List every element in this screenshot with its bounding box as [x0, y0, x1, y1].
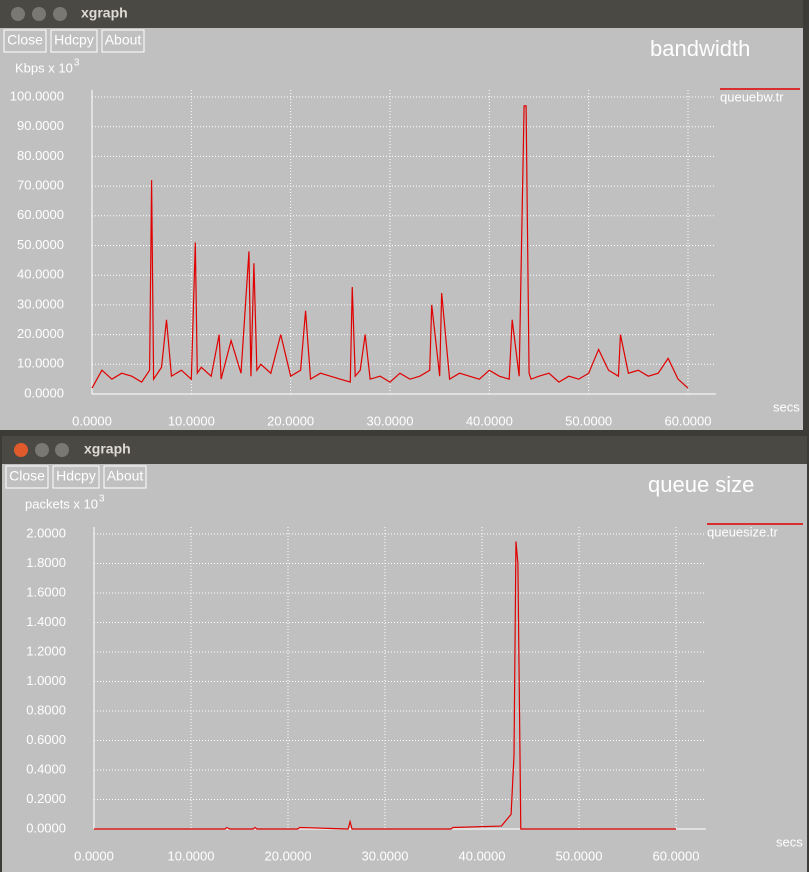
- button-label[interactable]: About: [107, 468, 144, 484]
- minimize-icon[interactable]: [35, 443, 49, 457]
- y-tick-label: 1.0000: [26, 673, 66, 688]
- y-tick-label: 1.4000: [26, 614, 66, 629]
- x-tick-label: 10.0000: [168, 413, 215, 428]
- x-tick-label: 60.0000: [665, 413, 712, 428]
- button-label[interactable]: Hdcpy: [54, 32, 94, 48]
- x-tick-label: 60.0000: [653, 848, 700, 863]
- chart-title: bandwidth: [650, 36, 750, 61]
- x-tick-label: 30.0000: [362, 848, 409, 863]
- chart-title: queue size: [648, 472, 754, 497]
- button-label[interactable]: Hdcpy: [56, 468, 96, 484]
- close-icon[interactable]: [14, 443, 28, 457]
- y-tick-label: 1.6000: [26, 584, 66, 599]
- button[interactable]: Hdcpy: [52, 465, 100, 489]
- y-tick-label: 0.4000: [26, 761, 66, 776]
- x-tick-label: 50.0000: [565, 413, 612, 428]
- maximize-icon[interactable]: [55, 443, 69, 457]
- window-title: xgraph: [84, 441, 131, 457]
- data-line: [94, 541, 676, 830]
- minimize-icon[interactable]: [32, 7, 46, 21]
- y-tick-label: 0.2000: [26, 791, 66, 806]
- x-tick-label: 40.0000: [466, 413, 513, 428]
- y-axis-label: packets x 10: [25, 496, 98, 511]
- button[interactable]: Close: [3, 29, 47, 53]
- y-tick-label: 10.0000: [17, 356, 64, 371]
- window: xgraph Close Hdcpy About: [2, 436, 807, 872]
- window-body: [2, 464, 807, 872]
- y-tick-label: 60.0000: [17, 207, 64, 222]
- x-tick-label: 0.0000: [72, 413, 112, 428]
- y-tick-label: 40.0000: [17, 267, 64, 282]
- legend-label: queuesize.tr: [707, 524, 778, 539]
- y-tick-label: 0.0000: [24, 385, 64, 400]
- button[interactable]: About: [101, 29, 145, 53]
- window-body: [0, 28, 803, 430]
- title-bar: [0, 0, 803, 28]
- x-tick-label: 20.0000: [265, 848, 312, 863]
- y-tick-label: 80.0000: [17, 148, 64, 163]
- x-tick-label: 40.0000: [459, 848, 506, 863]
- x-tick-label: 20.0000: [267, 413, 314, 428]
- y-tick-label: 20.0000: [17, 326, 64, 341]
- y-tick-label: 1.8000: [26, 555, 66, 570]
- y-axis-label: Kbps x 10: [15, 60, 73, 75]
- button-label[interactable]: About: [105, 32, 142, 48]
- x-tick-label: 30.0000: [367, 413, 414, 428]
- y-tick-label: 1.2000: [26, 643, 66, 658]
- x-tick-label: 0.0000: [74, 848, 114, 863]
- y-tick-label: 0.6000: [26, 732, 66, 747]
- y-tick-label: 0.0000: [26, 820, 66, 835]
- y-axis-label-exponent: 3: [74, 58, 80, 69]
- y-tick-label: 100.0000: [10, 88, 64, 103]
- y-tick-label: 50.0000: [17, 237, 64, 252]
- y-tick-label: 90.0000: [17, 118, 64, 133]
- button-label[interactable]: Close: [9, 468, 45, 484]
- x-tick-label: 50.0000: [556, 848, 603, 863]
- close-icon[interactable]: [11, 7, 25, 21]
- button[interactable]: About: [103, 465, 147, 489]
- y-tick-label: 0.8000: [26, 702, 66, 717]
- button[interactable]: Hdcpy: [50, 29, 98, 53]
- x-tick-label: 10.0000: [168, 848, 215, 863]
- window: xgraph Close Hdcpy About: [0, 0, 803, 430]
- maximize-icon[interactable]: [53, 7, 67, 21]
- legend-label: queuebw.tr: [720, 89, 784, 104]
- button[interactable]: Close: [5, 465, 49, 489]
- y-tick-label: 30.0000: [17, 296, 64, 311]
- window-title: xgraph: [81, 5, 128, 21]
- title-bar: [2, 436, 807, 464]
- x-axis-label: secs: [773, 399, 800, 414]
- y-tick-label: 70.0000: [17, 178, 64, 193]
- x-axis-label: secs: [776, 834, 803, 849]
- y-axis-label-exponent: 3: [99, 494, 105, 505]
- data-line: [91, 105, 689, 389]
- y-tick-label: 2.0000: [26, 525, 66, 540]
- button-label[interactable]: Close: [7, 32, 43, 48]
